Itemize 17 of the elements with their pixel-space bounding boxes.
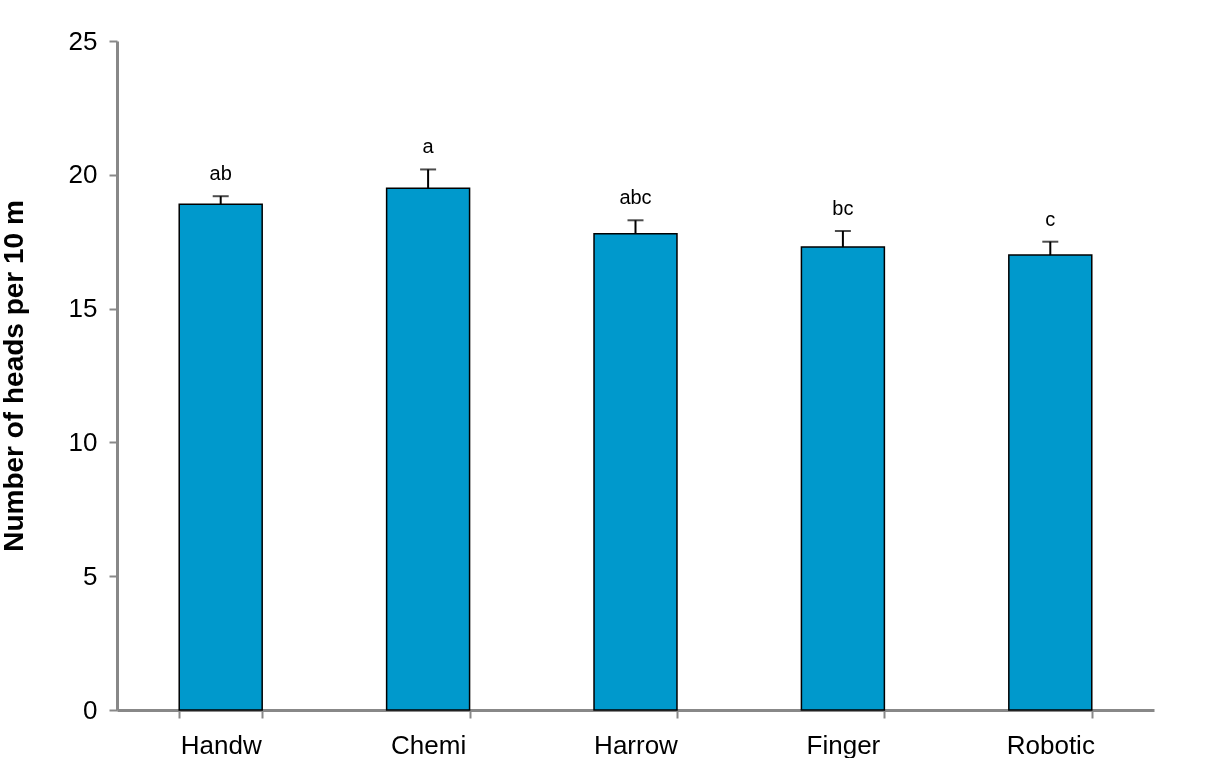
x-tick-label: Harrow (594, 729, 679, 760)
y-tick-label: 25 (68, 25, 98, 56)
annotation: abc (619, 186, 652, 209)
annotation: a (422, 135, 435, 158)
annotation: c (1045, 207, 1056, 230)
y-tick-label: 10 (68, 426, 98, 457)
x-tick-label: Chemi (391, 729, 467, 760)
x-tick-label: Finger (806, 729, 881, 760)
y-tick-label: 5 (83, 560, 98, 591)
y-tick-label: 20 (68, 159, 98, 190)
y-axis-title: Number of heads per 10 m (0, 200, 29, 552)
annotation: ab (209, 162, 232, 185)
y-tick-label: 15 (68, 293, 98, 324)
x-tick-label: Robotic (1006, 729, 1095, 760)
annotation: bc (832, 197, 854, 219)
y-tick-label: 0 (83, 694, 98, 725)
x-tick-label: Handw (180, 729, 262, 760)
